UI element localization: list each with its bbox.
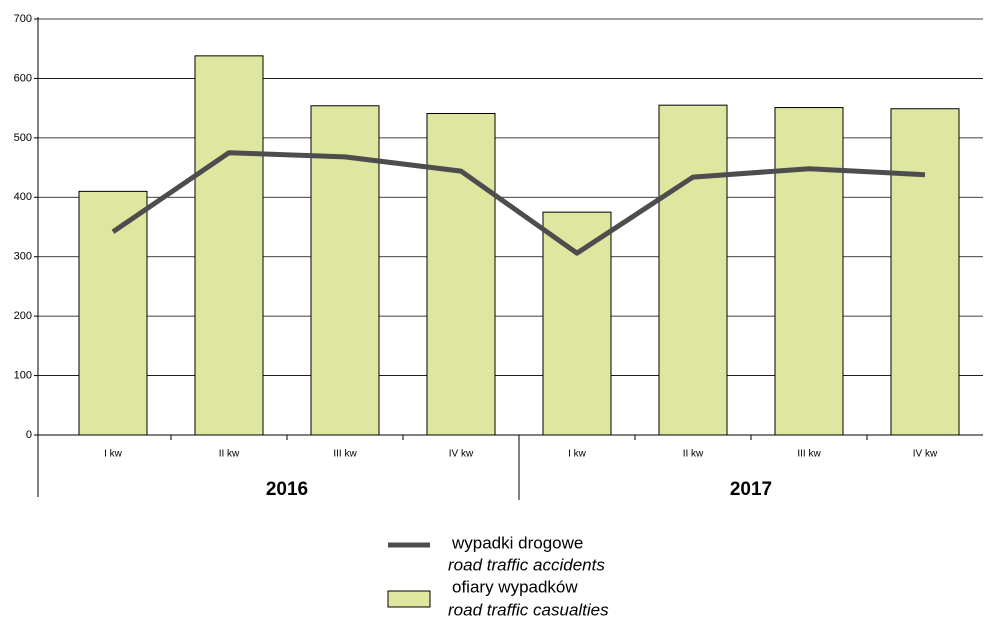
bar	[194, 55, 264, 436]
y-tick-label: 500	[14, 132, 32, 144]
bar	[890, 108, 960, 436]
y-tick-label: 700	[14, 13, 32, 25]
y-tick-label: 400	[14, 191, 32, 203]
x-tick-label: I kw	[568, 449, 587, 460]
x-tick-label: IV kw	[913, 449, 938, 460]
line	[111, 150, 926, 256]
bar	[542, 211, 612, 436]
x-tick-label: II kw	[683, 449, 704, 460]
y-tick-label: 300	[14, 251, 32, 263]
group-label: 2017	[730, 479, 772, 500]
x-tick-label: III kw	[797, 449, 821, 460]
y-tick-label: 200	[14, 310, 32, 322]
legend-label: road traffic accidents	[448, 555, 605, 574]
legend-label: road traffic casualties	[448, 600, 609, 619]
y-tick-label: 600	[14, 72, 32, 84]
x-tick-label: IV kw	[449, 449, 474, 460]
bar	[426, 112, 496, 436]
x-tick-label: I kw	[104, 449, 123, 460]
legend-label: ofiary wypadków	[452, 577, 578, 596]
x-tick-label: III kw	[333, 449, 357, 460]
bar	[774, 107, 844, 436]
x-tick-label: II kw	[219, 449, 240, 460]
legend-label: wypadki drogowe	[451, 533, 583, 552]
bar	[78, 190, 148, 436]
y-tick-label: 100	[14, 369, 32, 381]
bar	[658, 104, 728, 436]
y-tick-label: 0	[26, 429, 32, 441]
group-label: 2016	[266, 479, 308, 500]
legend-swatch	[387, 590, 431, 608]
